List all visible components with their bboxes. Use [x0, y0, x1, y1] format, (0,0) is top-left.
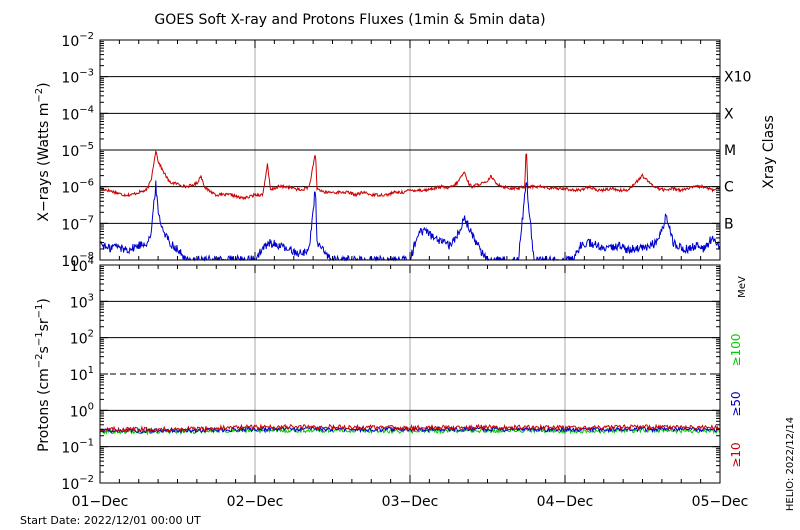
proton-series [99, 423, 720, 433]
xray-ylabel: X−rays (Watts m−2) [34, 82, 52, 221]
proton-y-tick-label: 10−2 [61, 474, 94, 493]
xray-y-tick-label: 10−8 [61, 251, 94, 270]
svg-text:X−rays (Watts m−2): X−rays (Watts m−2) [34, 82, 52, 221]
proton-y-tick-label: 102 [70, 329, 94, 348]
x-tick-label: 05−Dec [692, 494, 749, 510]
xray-y-tick-label: 10−7 [61, 214, 94, 233]
grid-layer [100, 40, 720, 483]
x-tick-label: 04−Dec [537, 494, 594, 510]
x-tick-label: 03−Dec [382, 494, 439, 510]
xray-y-tick-label: 10−6 [61, 178, 94, 197]
xray-class-label: X [724, 106, 734, 122]
xray-series-long [99, 149, 721, 201]
xray-class-label: X10 [724, 70, 751, 86]
energy-unit-label: MeV [737, 276, 748, 298]
proton-channel-label: ≥50 [729, 391, 743, 416]
xray-y-tick-label: 10−5 [61, 141, 94, 160]
x-tick-label: 02−Dec [227, 494, 284, 510]
chart-title: GOES Soft X-ray and Protons Fluxes (1min… [154, 12, 545, 28]
xray-y-tick-label: 10−3 [61, 68, 94, 87]
xray-y-tick-label: 10−4 [61, 104, 94, 123]
proton-channel-label: ≥100 [729, 334, 743, 367]
proton-channel-label: ≥10 [729, 442, 743, 467]
start-date-label: Start Date: 2022/12/01 00:00 UT [20, 514, 201, 527]
proton-y-tick-label: 104 [70, 256, 94, 275]
proton-y-tick-label: 103 [70, 292, 94, 311]
xray-y-tick-label: 10−2 [61, 31, 94, 50]
xray-class-label: C [724, 180, 734, 196]
proton-y-tick-label: 101 [70, 365, 94, 384]
xray-class-title: Xray Class [761, 115, 777, 189]
xray-class-label: B [724, 216, 734, 232]
proton-y-tick-label: 100 [70, 401, 94, 420]
x-tick-label: 01−Dec [72, 494, 129, 510]
frame-layer [99, 39, 721, 484]
helio-credit-label: HELIO: 2022/12/14 [785, 417, 796, 511]
proton-ylabel: Protons (cm−2s−1sr−1) [34, 298, 52, 452]
proton-y-tick-label: 10−1 [61, 438, 94, 457]
xray-class-label: M [724, 143, 736, 159]
svg-text:Protons (cm−2s−1sr−1): Protons (cm−2s−1sr−1) [34, 298, 52, 452]
